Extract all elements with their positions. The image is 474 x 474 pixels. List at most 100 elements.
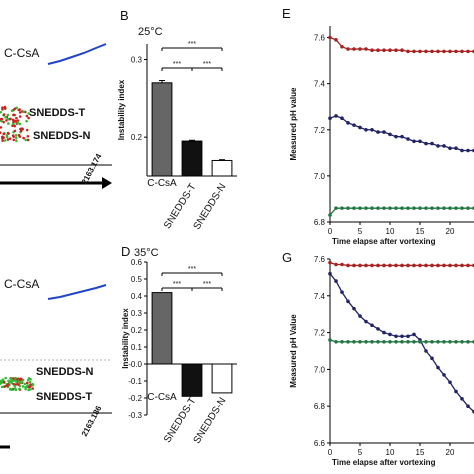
scatter-dot — [0, 110, 3, 114]
y-tick-label: 7.6 — [314, 255, 326, 264]
data-point — [466, 404, 470, 409]
data-point — [340, 206, 344, 210]
scatter-dot — [14, 133, 18, 137]
data-point — [394, 48, 398, 53]
data-point — [406, 206, 410, 210]
scatter-dot — [13, 387, 17, 390]
y-tick-label: 0.2 — [131, 326, 143, 335]
x-axis-title: Time elapse after vortexing — [332, 237, 436, 246]
y-tick-label: 6.6 — [314, 439, 326, 448]
data-point — [400, 134, 404, 139]
scatter-dot — [21, 385, 25, 388]
left-bottom-tick-label: 2163.186 — [80, 404, 104, 438]
scatter-dot — [22, 136, 25, 140]
data-point — [328, 260, 332, 265]
data-point — [358, 263, 362, 268]
bar-snedds-n — [211, 363, 233, 394]
left-bottom-sneddsn-label: SNEDDS-N — [36, 366, 94, 378]
y-tick-label: 0.5 — [131, 275, 143, 284]
data-point — [448, 263, 452, 268]
scatter-dot — [27, 385, 31, 389]
data-point — [448, 146, 452, 151]
data-point — [340, 44, 344, 49]
data-point — [352, 263, 356, 268]
data-point — [328, 35, 332, 40]
data-point — [340, 262, 344, 267]
data-point — [412, 263, 416, 268]
scatter-dot — [27, 388, 30, 392]
data-point — [364, 340, 368, 344]
y-tick-label: 0.3 — [131, 309, 143, 318]
y-tick-label: 0.2 — [131, 133, 143, 142]
data-point — [430, 141, 434, 146]
data-point — [358, 47, 362, 51]
data-point — [376, 206, 380, 210]
data-point — [436, 49, 440, 54]
scatter-dot — [19, 129, 23, 133]
data-point — [454, 49, 458, 54]
data-point — [352, 340, 356, 344]
scatter-dot — [25, 381, 29, 385]
scatter-dot — [8, 388, 12, 391]
left-bottom-scatter-cloud — [0, 376, 35, 392]
data-point — [460, 148, 464, 153]
y-tick-label: -0.2 — [128, 394, 142, 403]
series-line-1 — [329, 115, 474, 152]
scatter-dot — [13, 129, 17, 133]
panel-letter-d: D — [121, 244, 130, 259]
data-point — [466, 263, 470, 268]
data-point — [436, 144, 440, 148]
y-axis-title: Instability index — [117, 79, 126, 140]
data-point — [388, 340, 392, 344]
y-tick-label: 0.6 — [131, 258, 143, 267]
x-tick-label: 10 — [386, 448, 395, 457]
data-point — [340, 290, 344, 294]
scatter-dot — [0, 382, 2, 386]
scatter-dot — [18, 115, 22, 118]
data-point — [412, 206, 416, 210]
scatter-dot — [25, 114, 29, 118]
scatter-dot — [18, 384, 22, 388]
data-point — [406, 263, 410, 268]
scatter-dot — [0, 385, 4, 389]
scatter-dot — [15, 116, 18, 120]
scatter-dot — [1, 378, 5, 381]
y-tick-label: 7.4 — [314, 292, 326, 301]
data-point — [400, 263, 404, 268]
x-tick-label: 5 — [358, 227, 363, 236]
scatter-dot — [12, 138, 16, 142]
data-point — [442, 206, 446, 210]
scatter-dot — [0, 126, 3, 129]
data-point — [424, 141, 428, 146]
bar-snedds-t — [181, 363, 203, 397]
y-tick-label: 7.0 — [314, 172, 326, 181]
scatter-dot — [26, 138, 30, 142]
data-point — [418, 340, 422, 344]
data-point — [334, 340, 338, 344]
scatter-dot — [7, 379, 10, 383]
category-label: C-CsA — [147, 392, 177, 403]
data-point — [364, 319, 368, 324]
data-point — [394, 263, 398, 268]
scatter-dot — [27, 112, 30, 115]
data-point — [382, 130, 386, 134]
data-point — [430, 340, 434, 344]
data-point — [460, 206, 464, 210]
scatter-dot — [21, 378, 25, 382]
left-top-panel: C-CsA SNEDDS-T SNEDDS-N 2163.174 — [0, 43, 112, 189]
scatter-dot — [10, 380, 13, 384]
data-point — [460, 49, 464, 54]
data-point — [418, 139, 422, 144]
data-point — [466, 148, 470, 153]
data-point — [436, 263, 440, 268]
data-point — [340, 116, 344, 121]
data-point — [364, 47, 368, 51]
scatter-dot — [12, 113, 16, 117]
data-point — [430, 49, 434, 54]
data-point — [328, 213, 332, 217]
significance-stars: *** — [203, 281, 211, 288]
left-top-sneddsn-label: SNEDDS-N — [33, 130, 91, 142]
left-top-tick-label: 2163.174 — [80, 152, 104, 186]
